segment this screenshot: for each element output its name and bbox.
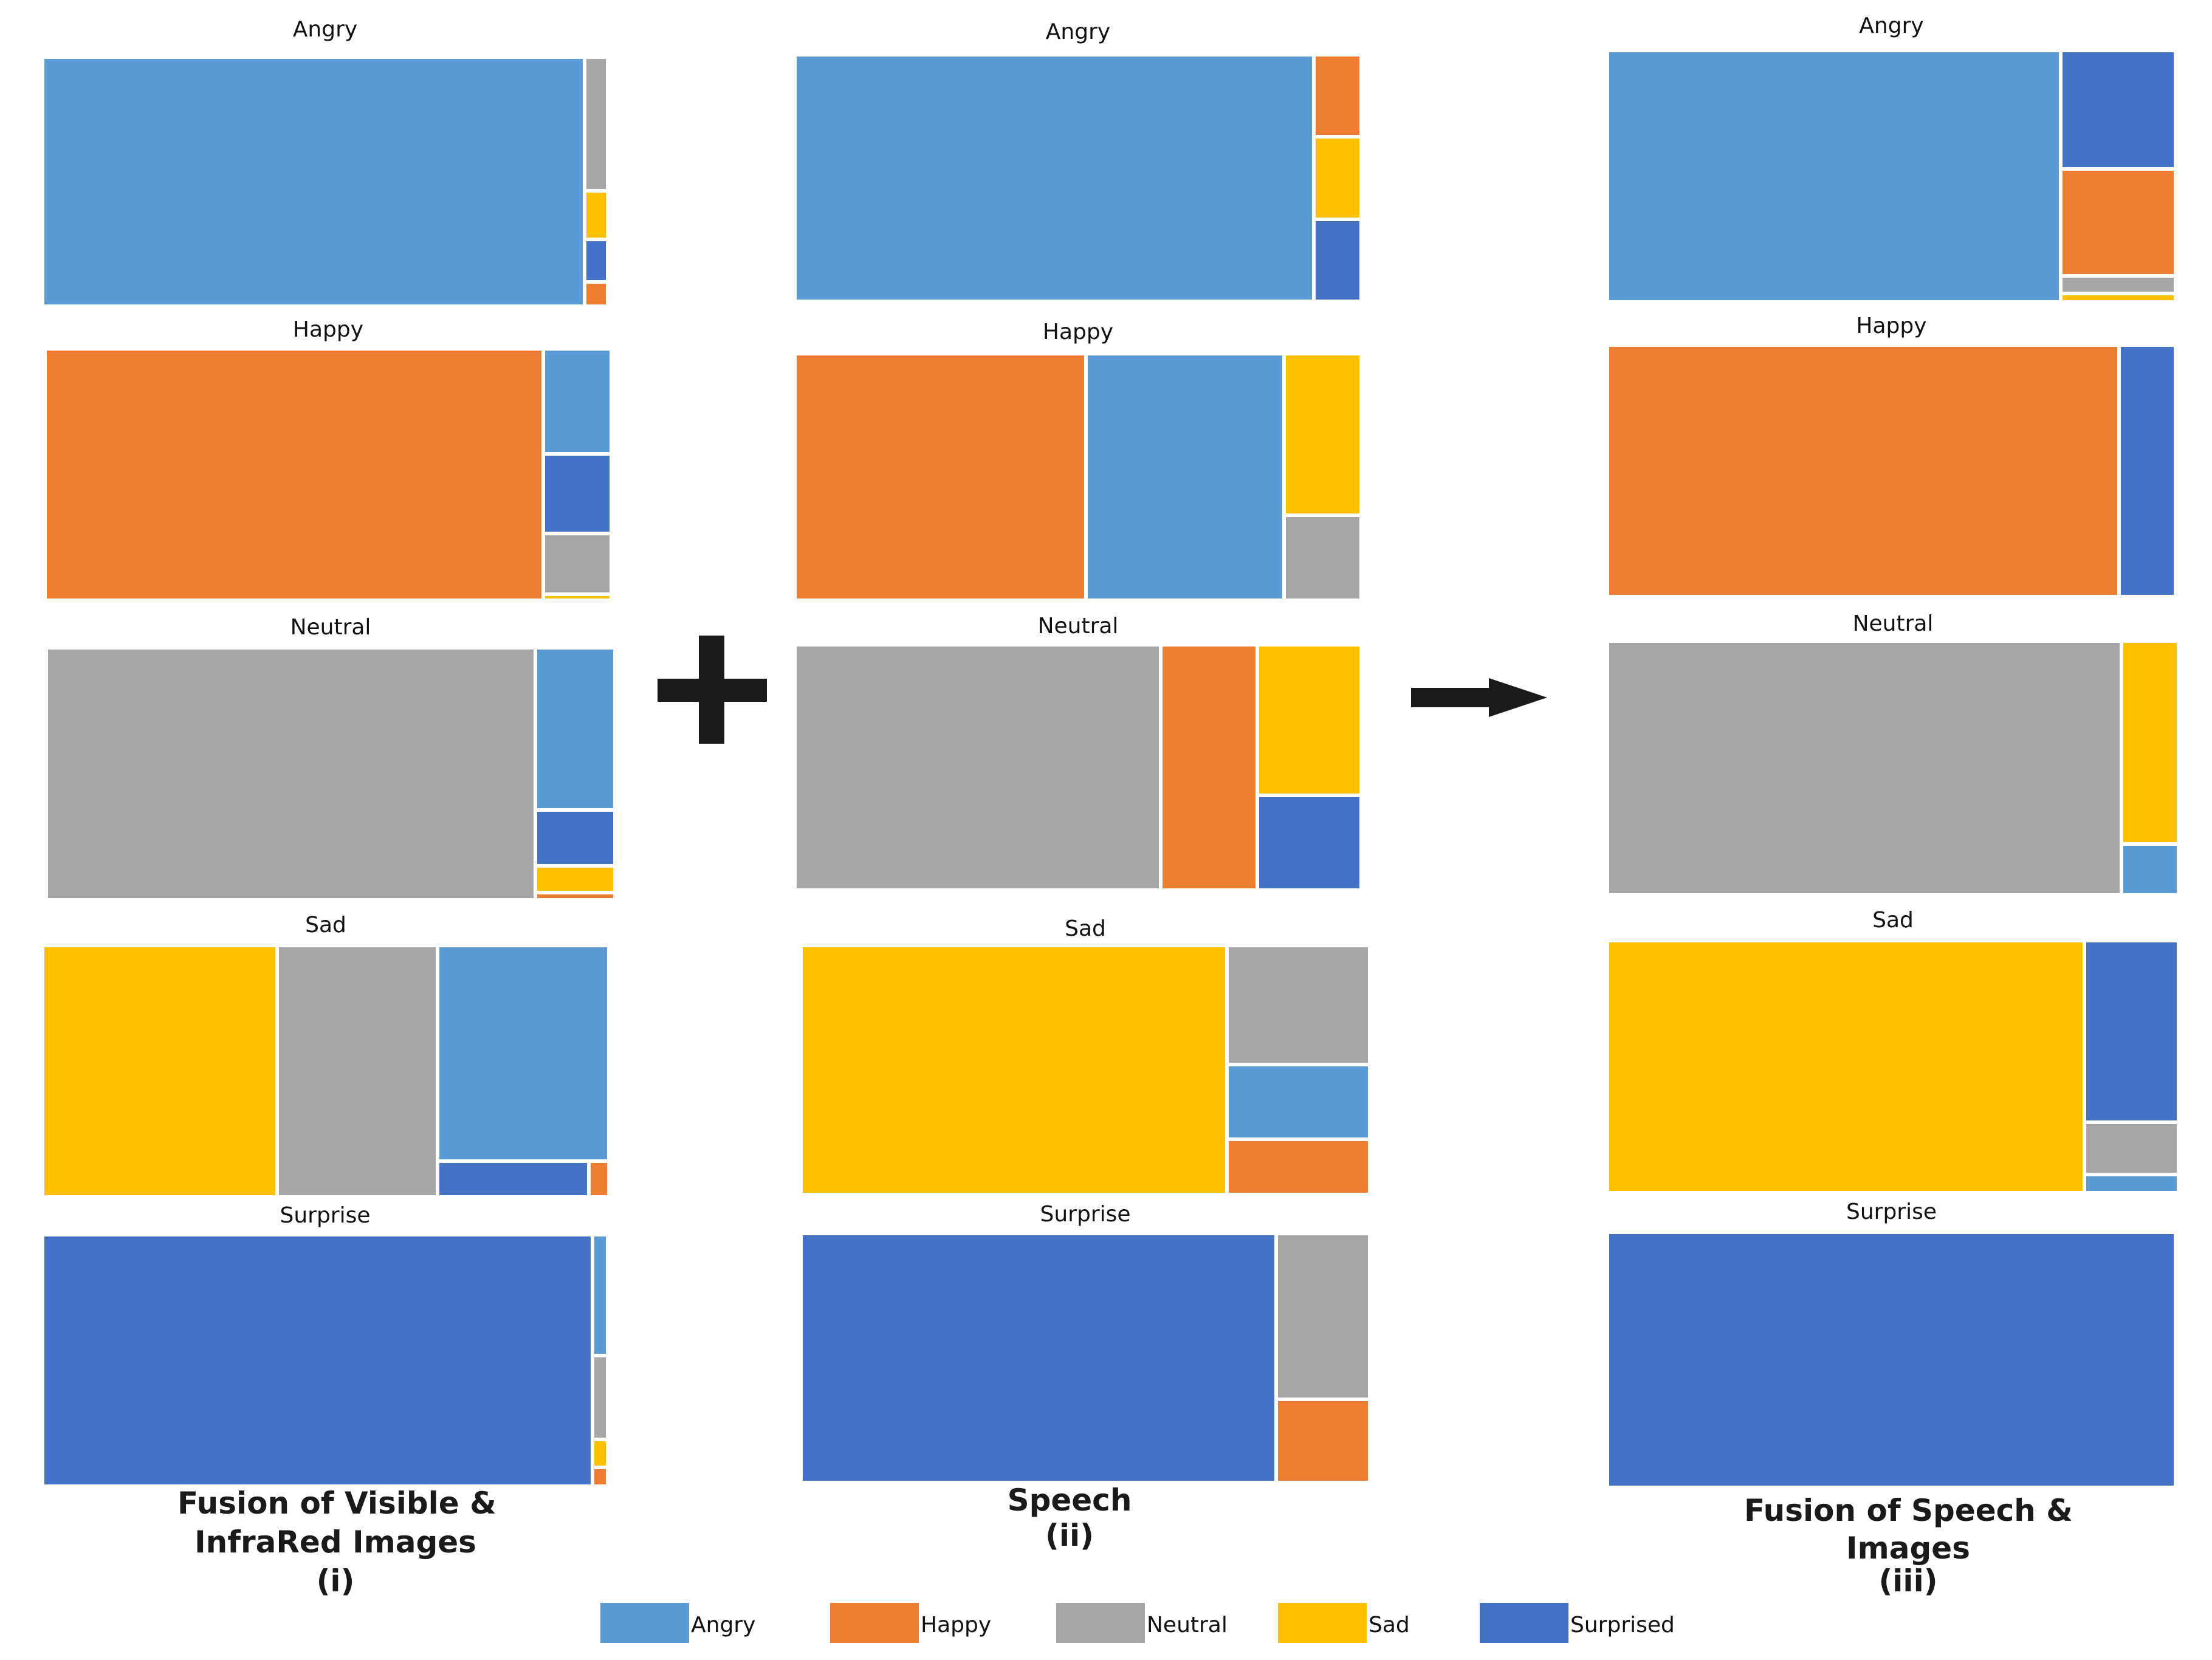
treemap-cell-happy: [795, 354, 1087, 600]
treemap-cell-surprised: [2061, 50, 2176, 169]
treemap-cell-neutral: [1284, 515, 1361, 600]
treemap-cell-angry: [1607, 50, 2061, 302]
legend-swatch-sad: [1278, 1603, 1367, 1643]
treemap-panel-title: Sad: [1065, 916, 1106, 941]
treemap-cell-neutral: [276, 945, 438, 1197]
treemap-cell-sad: [2061, 293, 2176, 302]
treemap-panel-title: Surprise: [280, 1203, 371, 1228]
treemap-cell-surprised: [1607, 1232, 2176, 1487]
treemap-cell-sad: [1607, 941, 2084, 1193]
legend-swatch-neutral: [1056, 1603, 1145, 1643]
treemap-panel-title: Surprise: [1846, 1199, 1937, 1224]
treemap-cell-neutral: [2061, 275, 2176, 293]
treemap-cell-neutral: [46, 648, 535, 900]
treemap-cell-happy: [535, 893, 615, 900]
treemap-cell-happy: [45, 349, 544, 600]
caption-line: Fusion of Visible &: [177, 1486, 496, 1521]
legend-label-surprised: Surprised: [1570, 1613, 1675, 1638]
treemap-cell-sad: [584, 191, 608, 239]
treemap-cell-angry: [1086, 354, 1285, 600]
treemap-cell-sad: [543, 594, 611, 600]
treemap-cell-sad: [801, 945, 1228, 1195]
treemap-cell-angry: [543, 349, 611, 454]
treemap-cell-happy: [1607, 345, 2119, 597]
treemap-cell-happy: [2061, 168, 2176, 276]
treemap-cell-sad: [535, 865, 615, 893]
caption-line: (ii): [1045, 1518, 1094, 1553]
treemap-cell-happy: [1161, 645, 1257, 890]
treemap-cell-neutral: [1607, 641, 2121, 895]
caption-line: (iii): [1878, 1563, 1938, 1599]
treemap-cell-sad: [1313, 137, 1361, 219]
arrow-head: [1489, 678, 1547, 717]
treemap-cell-surprised: [1313, 219, 1361, 301]
treemap-cell-sad: [2121, 641, 2179, 845]
treemap-cell-angry: [592, 1235, 608, 1356]
treemap-panel-title: Angry: [292, 17, 358, 42]
legend-swatch-surprised: [1480, 1603, 1568, 1643]
treemap-cell-neutral: [795, 645, 1161, 890]
caption-group-3: Fusion of Speech & Images (iii): [1744, 1492, 2073, 1599]
treemap-panel-title: Sad: [1872, 908, 1914, 933]
legend-label-angry: Angry: [691, 1613, 756, 1638]
treemap-cell-sad: [592, 1439, 608, 1468]
treemap-cell-neutral: [1276, 1233, 1370, 1400]
treemap-cell-neutral: [1227, 945, 1370, 1065]
treemap-panel-title: Neutral: [1037, 614, 1119, 639]
treemap-cell-surprised: [2118, 345, 2176, 597]
treemap-cell-angry: [43, 57, 585, 306]
treemap-cell-neutral: [2084, 1122, 2179, 1175]
treemap-cell-angry: [2121, 844, 2179, 895]
legend-swatch-happy: [830, 1603, 919, 1643]
treemap-cell-angry: [535, 648, 615, 810]
legend-label-sad: Sad: [1369, 1613, 1410, 1638]
treemap-panel-title: Happy: [1042, 320, 1114, 345]
treemap-cell-surprised: [43, 1235, 592, 1486]
treemap-cell-surprised: [801, 1233, 1276, 1483]
treemap-panel-title: Neutral: [1852, 611, 1934, 636]
treemap-cell-angry: [795, 55, 1314, 301]
treemap-cell-neutral: [543, 533, 611, 594]
treemap-cell-surprised: [2084, 941, 2179, 1123]
legend-label-happy: Happy: [921, 1613, 992, 1638]
treemap-panel-title: Surprise: [1040, 1202, 1131, 1227]
arrow-shaft: [1411, 688, 1496, 707]
caption-line: (i): [316, 1563, 355, 1599]
treemap-cell-surprised: [535, 809, 615, 866]
treemap-cell-happy: [1313, 55, 1361, 137]
legend-label-neutral: Neutral: [1147, 1613, 1228, 1638]
treemap-cell-angry: [1227, 1065, 1370, 1139]
treemap-cell-surprised: [543, 453, 611, 533]
treemap-cell-sad: [43, 945, 277, 1197]
treemap-panel-title: Neutral: [290, 615, 371, 640]
treemap-cell-surprised: [437, 1161, 589, 1197]
caption-line: Images: [1846, 1531, 1970, 1566]
treemap-panel-title: Sad: [305, 913, 346, 938]
treemap-cell-happy: [592, 1467, 608, 1486]
treemap-cell-happy: [1227, 1139, 1370, 1195]
treemap-cell-surprised: [584, 239, 608, 282]
legend-swatch-angry: [600, 1603, 689, 1643]
caption-line: Fusion of Speech &: [1744, 1493, 2073, 1528]
treemap-cell-sad: [1257, 645, 1361, 796]
treemap-panel-title: Angry: [1045, 19, 1111, 44]
treemap-cell-happy: [1276, 1399, 1370, 1483]
caption-line: Speech: [1007, 1483, 1132, 1518]
caption-group-2: Speech (ii): [942, 1483, 1197, 1553]
treemap-cell-happy: [584, 282, 608, 306]
treemap-cell-angry: [2084, 1174, 2179, 1193]
treemap-cell-sad: [1284, 354, 1361, 515]
treemap-panel-title: Angry: [1859, 13, 1924, 38]
treemap-cell-surprised: [1257, 795, 1361, 890]
treemap-panel-title: Happy: [292, 317, 364, 342]
caption-group-1: Fusion of Visible & InfraRed Images (i): [177, 1484, 496, 1600]
plus-icon-vertical-bar: [699, 636, 724, 744]
treemap-cell-neutral: [584, 57, 608, 191]
treemap-cell-happy: [589, 1161, 609, 1197]
caption-line: InfraRed Images: [194, 1525, 476, 1560]
treemap-cell-neutral: [592, 1356, 608, 1440]
treemap-cell-angry: [437, 945, 609, 1162]
treemap-panel-title: Happy: [1856, 314, 1927, 338]
